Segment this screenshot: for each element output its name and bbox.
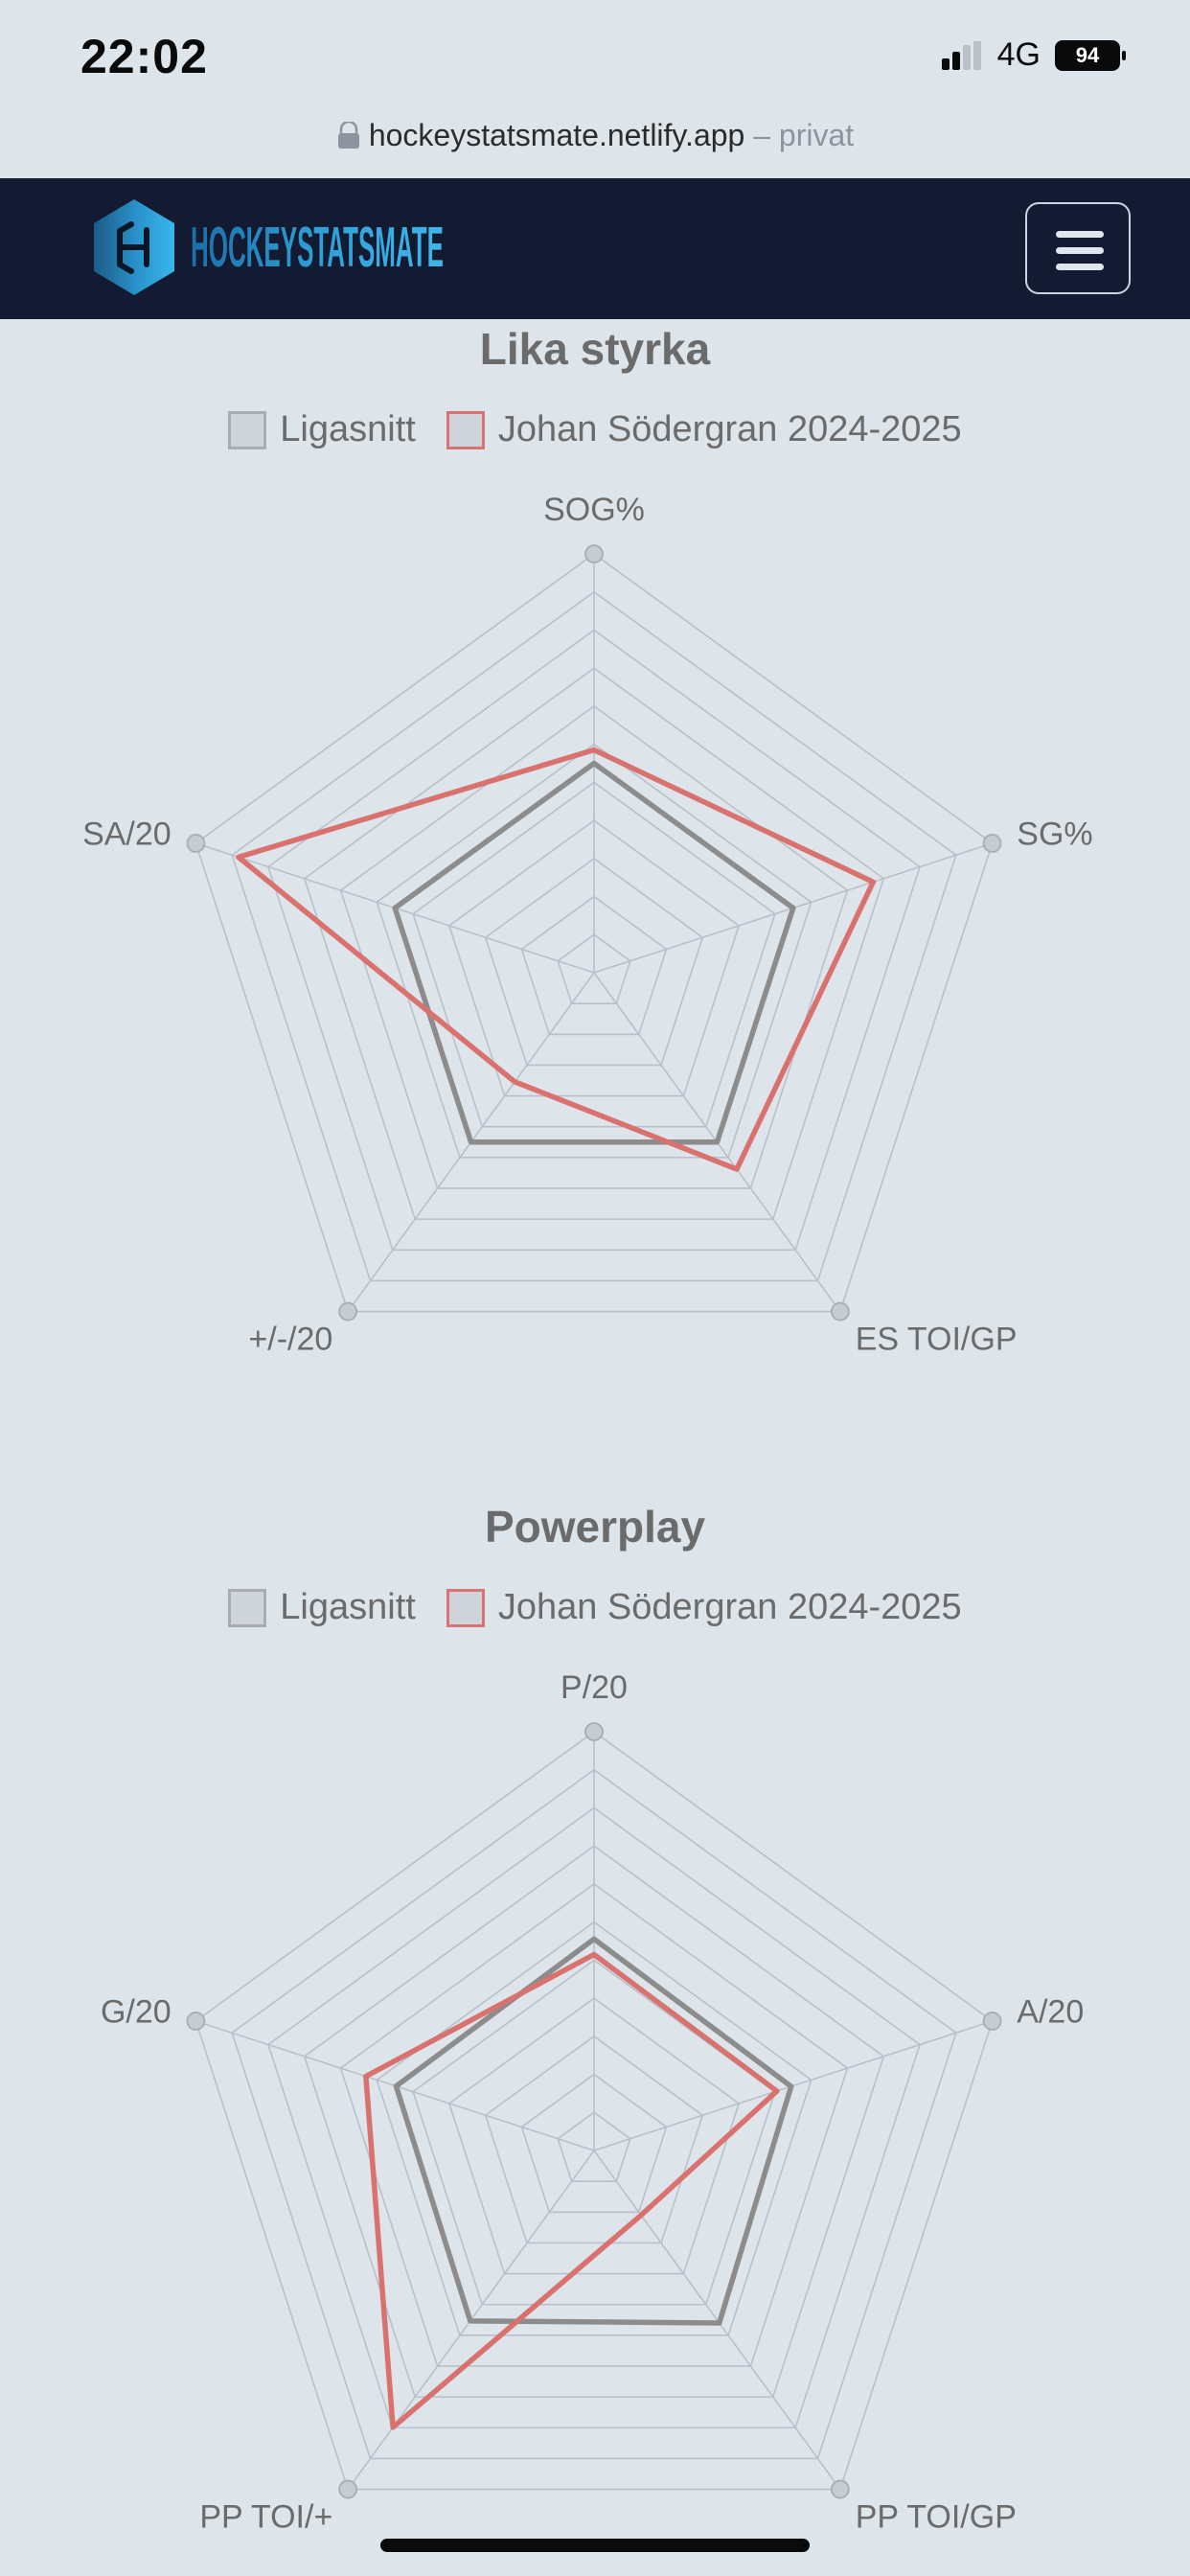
svg-text:PP TOI/GP: PP TOI/GP: [856, 2498, 1017, 2535]
svg-text:+/-/20: +/-/20: [248, 1321, 332, 1357]
svg-text:ES TOI/GP: ES TOI/GP: [856, 1321, 1018, 1357]
svg-text:SG%: SG%: [1017, 816, 1092, 853]
svg-text:P/20: P/20: [561, 1669, 628, 1706]
svg-text:A/20: A/20: [1017, 1994, 1084, 2031]
svg-text:94: 94: [1076, 43, 1100, 67]
svg-text:SOG%: SOG%: [543, 492, 645, 528]
svg-text:PP TOI/+: PP TOI/+: [199, 2498, 332, 2535]
svg-text:SA/20: SA/20: [82, 816, 172, 853]
svg-text:G/20: G/20: [101, 1994, 172, 2031]
